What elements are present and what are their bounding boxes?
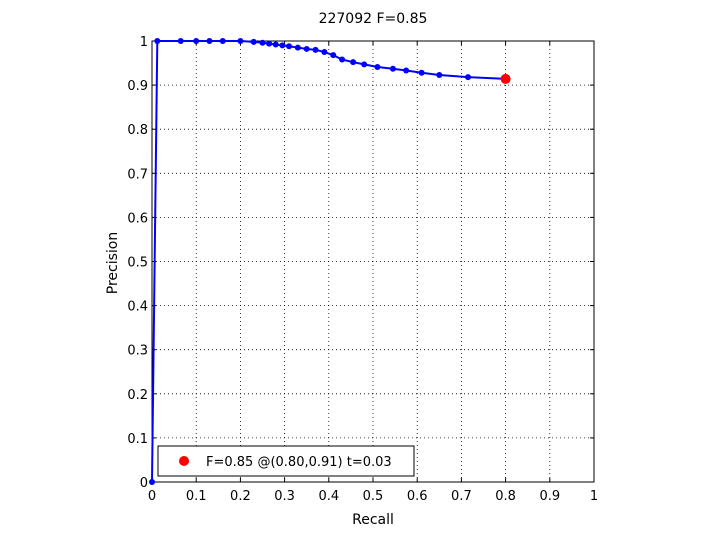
y-tick-label: 0.4 [127,300,148,315]
x-tick-label: 0.8 [495,489,516,504]
pr-curve-line [151,40,506,483]
pr-curve-point [418,69,425,76]
pr-curve-point [465,74,472,81]
x-tick-label: 1 [590,489,598,504]
x-tick-label: 0.6 [407,489,428,504]
pr-curve-point [312,46,319,53]
pr-curve-point [259,39,266,46]
grid-lines [152,41,594,482]
pr-curve-point [339,56,346,63]
y-tick-label: 1 [140,35,148,50]
pr-curve-point [389,65,396,72]
pr-curve-point [350,59,357,66]
y-tick-label: 0.2 [127,388,148,403]
y-axis-title: Precision [105,232,121,294]
x-tick-label: 0.4 [318,489,339,504]
y-tick-label: 0.7 [127,167,148,182]
x-tick-label: 0.7 [451,489,472,504]
pr-curve-point [206,38,213,44]
pr-curve-point [361,61,368,68]
legend: F=0.85 @(0.80,0.91) t=0.03 [157,445,415,477]
pr-curve-point [374,64,381,71]
pr-curve-point [286,43,293,50]
y-tick-label: 0.9 [127,79,148,94]
pr-curve-point [193,38,200,44]
pr-curve-point [279,42,286,49]
pr-curve-point [237,38,244,44]
pr-curve-point [250,38,257,45]
x-tick-label: 0 [148,489,156,504]
best-point-layer [500,73,511,84]
y-tick-label: 0.8 [127,123,148,138]
pr-curve-point [321,49,328,56]
y-tick-label: 0.6 [127,211,148,226]
pr-curve-point [436,71,443,78]
pr-curve-point [177,38,184,44]
y-tick-labels: 0 0.1 0.2 0.3 0.4 0.5 0.6 0.7 0.8 0.9 1 [127,35,148,491]
pr-curve-point [154,38,161,44]
y-tick-label: 0 [140,476,148,491]
y-tick-label: 0.5 [127,256,148,271]
pr-curve-point [294,44,301,51]
y-tick-label: 0.3 [127,344,148,359]
x-axis-title: Recall [352,512,394,528]
pr-curve-point [266,40,273,47]
pr-curve-point [272,41,279,48]
x-tick-label: 0.1 [186,489,207,504]
chart-title: 227092 F=0.85 [319,11,428,27]
legend-marker [179,456,189,466]
x-tick-labels: 0 0.1 0.2 0.3 0.4 0.5 0.6 0.7 0.8 0.9 1 [148,489,598,504]
pr-curve-point [330,52,337,59]
x-tick-label: 0.9 [539,489,560,504]
y-tick-label: 0.1 [127,432,148,447]
pr-curve-point [149,479,155,485]
series-layer [149,38,509,485]
x-tick-label: 0.2 [230,489,251,504]
legend-box [157,445,415,477]
x-tick-label: 0.3 [274,489,295,504]
pr-curve-point [303,45,310,52]
legend-label: F=0.85 @(0.80,0.91) t=0.03 [206,455,392,470]
best-f-point [500,73,511,84]
pr-curve-point [219,38,226,44]
pr-curve-point [403,67,410,74]
x-tick-label: 0.5 [363,489,384,504]
